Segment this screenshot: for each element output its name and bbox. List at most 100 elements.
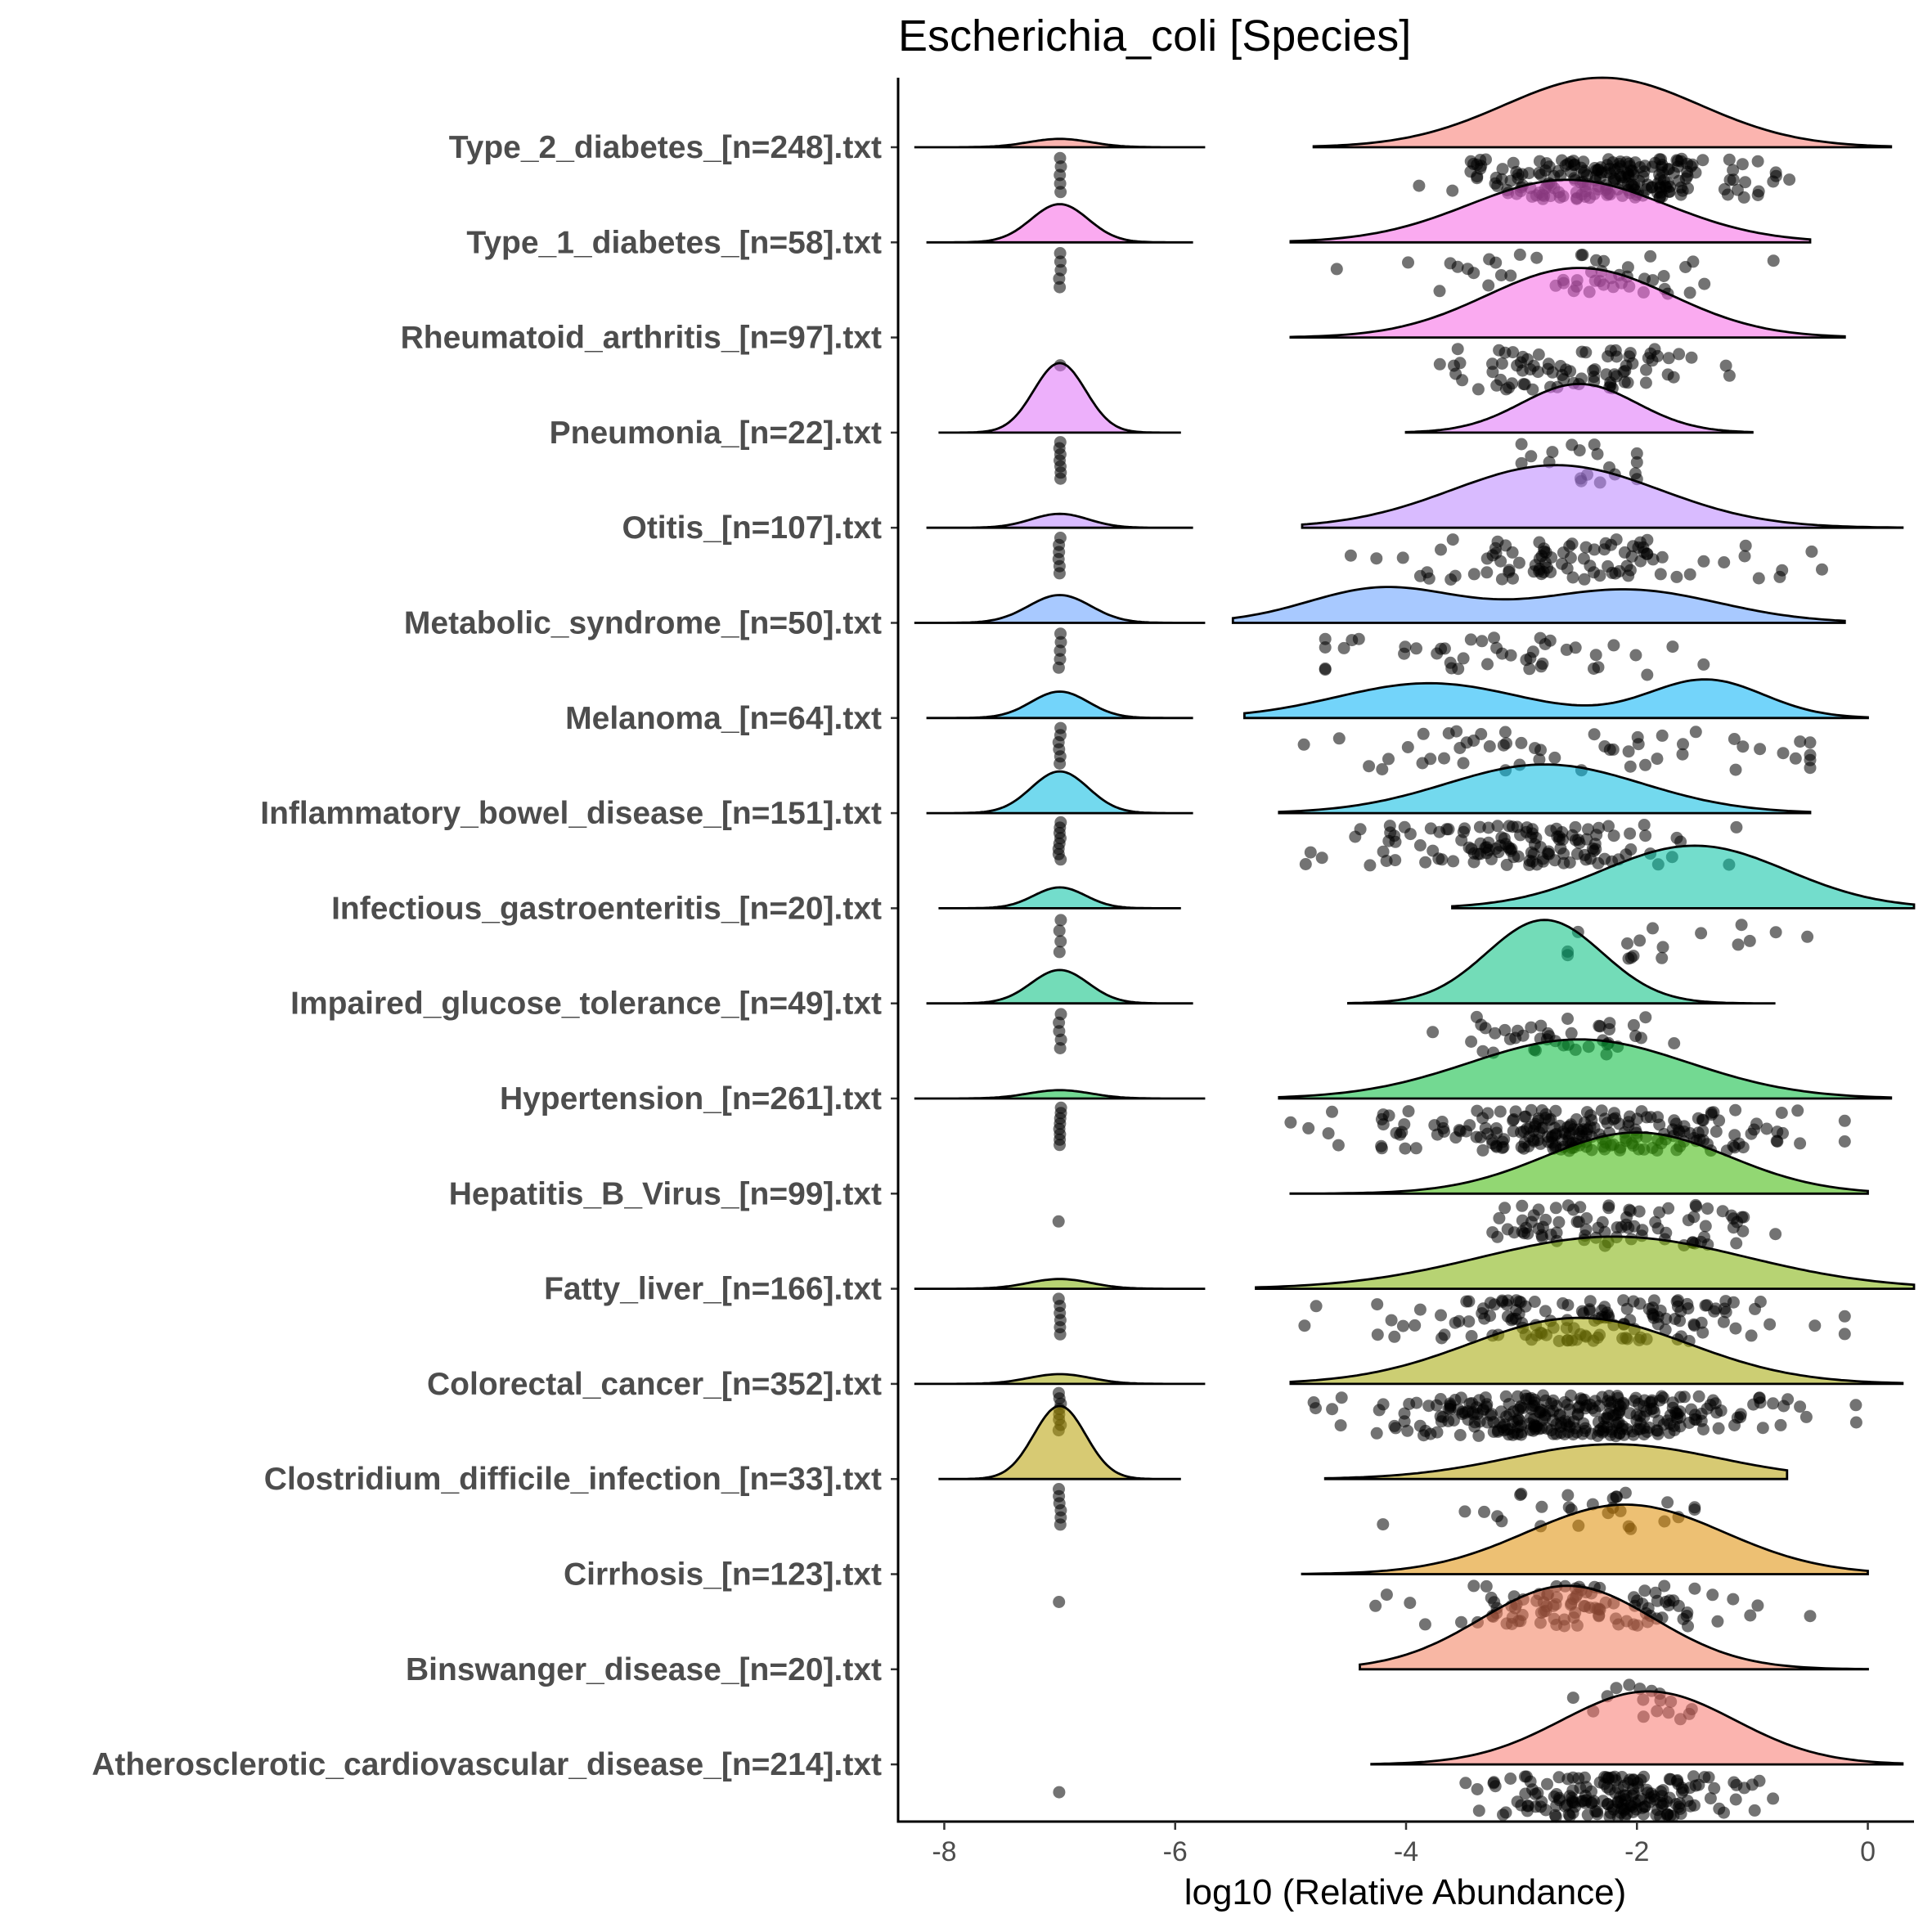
data-point [1319, 663, 1332, 676]
data-point [1481, 1107, 1494, 1120]
data-point [1729, 1793, 1742, 1806]
data-point [1794, 1137, 1807, 1150]
data-point [1588, 438, 1601, 452]
data-point [1727, 164, 1740, 177]
data-point [1500, 858, 1513, 871]
data-point [1449, 1316, 1462, 1329]
data-point [1674, 835, 1687, 848]
data-point [1054, 935, 1067, 948]
data-point [1388, 1330, 1401, 1343]
data-point [1480, 566, 1494, 579]
category-label: Infectious_gastroenteritis_[n=20].txt [331, 891, 882, 926]
data-point [1434, 1410, 1447, 1423]
data-point [1054, 186, 1067, 199]
zero-density [938, 886, 1181, 910]
data-point [1639, 829, 1652, 842]
data-point [1398, 820, 1411, 833]
data-point [1495, 1515, 1508, 1528]
data-point [1410, 642, 1422, 655]
data-point [1706, 1588, 1719, 1602]
category-clostridium-difficile-infection [938, 1404, 1789, 1535]
data-point [1515, 1799, 1528, 1812]
data-point [1685, 351, 1698, 364]
data-point [1307, 1396, 1320, 1409]
data-point [1053, 946, 1066, 959]
data-point [1496, 647, 1508, 660]
data-point [1633, 934, 1647, 947]
data-point [1436, 853, 1449, 866]
category-label: Binswanger_disease_[n=20].txt [406, 1652, 882, 1687]
data-point [1500, 1410, 1513, 1423]
data-point [1732, 1137, 1746, 1150]
data-point [1521, 1227, 1534, 1240]
category-metabolic-syndrome [914, 586, 1846, 681]
data-point [1375, 1112, 1388, 1126]
x-tick-label: -2 [1624, 1836, 1649, 1867]
data-point [1458, 822, 1471, 835]
data-point [1605, 538, 1618, 551]
data-point [1723, 369, 1736, 382]
data-point [1561, 1013, 1574, 1025]
x-tick-label: 0 [1860, 1836, 1876, 1867]
data-point [1054, 1518, 1067, 1531]
data-point [1054, 472, 1067, 485]
data-point [1617, 1294, 1630, 1307]
data-point [1054, 645, 1067, 657]
data-point [1507, 572, 1519, 585]
data-point [1396, 551, 1409, 564]
data-point [1673, 348, 1686, 361]
category-atherosclerotic-cardiovascular-disease [1053, 1690, 1904, 1823]
category-label: Inflammatory_bowel_disease_[n=151].txt [260, 796, 882, 831]
data-point [1696, 1134, 1710, 1147]
data-point [1377, 1398, 1390, 1411]
data-point [1681, 1297, 1694, 1310]
category-label: Type_1_diabetes_[n=58].txt [466, 225, 882, 260]
data-point [1552, 1215, 1566, 1229]
data-point [1543, 634, 1557, 647]
data-point [1838, 1114, 1851, 1127]
data-point [1622, 745, 1635, 758]
data-point [1719, 1295, 1732, 1308]
data-point [1683, 286, 1696, 299]
zero-density [938, 362, 1181, 434]
data-point [1486, 366, 1499, 379]
data-point [1697, 555, 1710, 568]
data-point [1621, 937, 1633, 950]
data-point [1467, 1579, 1480, 1593]
data-point [1319, 641, 1332, 654]
data-point [1442, 727, 1455, 739]
data-point [1488, 631, 1500, 645]
density-curve [1451, 844, 1916, 910]
data-point [1610, 1682, 1623, 1695]
data-point [1690, 1200, 1703, 1213]
data-point [1646, 354, 1659, 367]
data-point [1638, 819, 1651, 831]
data-point [1654, 568, 1667, 581]
data-point [1416, 757, 1429, 770]
data-point [1453, 357, 1467, 370]
data-point [1576, 249, 1589, 262]
data-point [1754, 743, 1767, 756]
data-point [1422, 1400, 1436, 1413]
data-point [1776, 564, 1789, 577]
data-point [1674, 188, 1687, 201]
data-point [1738, 1781, 1750, 1795]
data-point [1737, 740, 1750, 753]
data-point [1363, 760, 1376, 773]
data-point [1767, 1792, 1780, 1805]
data-point [1482, 821, 1495, 834]
data-point [1744, 1609, 1757, 1622]
data-point [1298, 1319, 1311, 1332]
data-point [1480, 1579, 1493, 1593]
data-point [1552, 1771, 1566, 1784]
category-fatty-liver [914, 1235, 1916, 1347]
zero-density [914, 137, 1206, 149]
x-tick-label: -4 [1394, 1836, 1418, 1867]
data-point [1748, 1804, 1761, 1817]
data-point [1774, 1418, 1787, 1431]
category-rheumatoid-arthritis [1054, 267, 1846, 396]
data-point [1577, 166, 1590, 179]
density-curve [1255, 1235, 1916, 1290]
data-point [1612, 1406, 1625, 1419]
data-point [1621, 261, 1634, 274]
